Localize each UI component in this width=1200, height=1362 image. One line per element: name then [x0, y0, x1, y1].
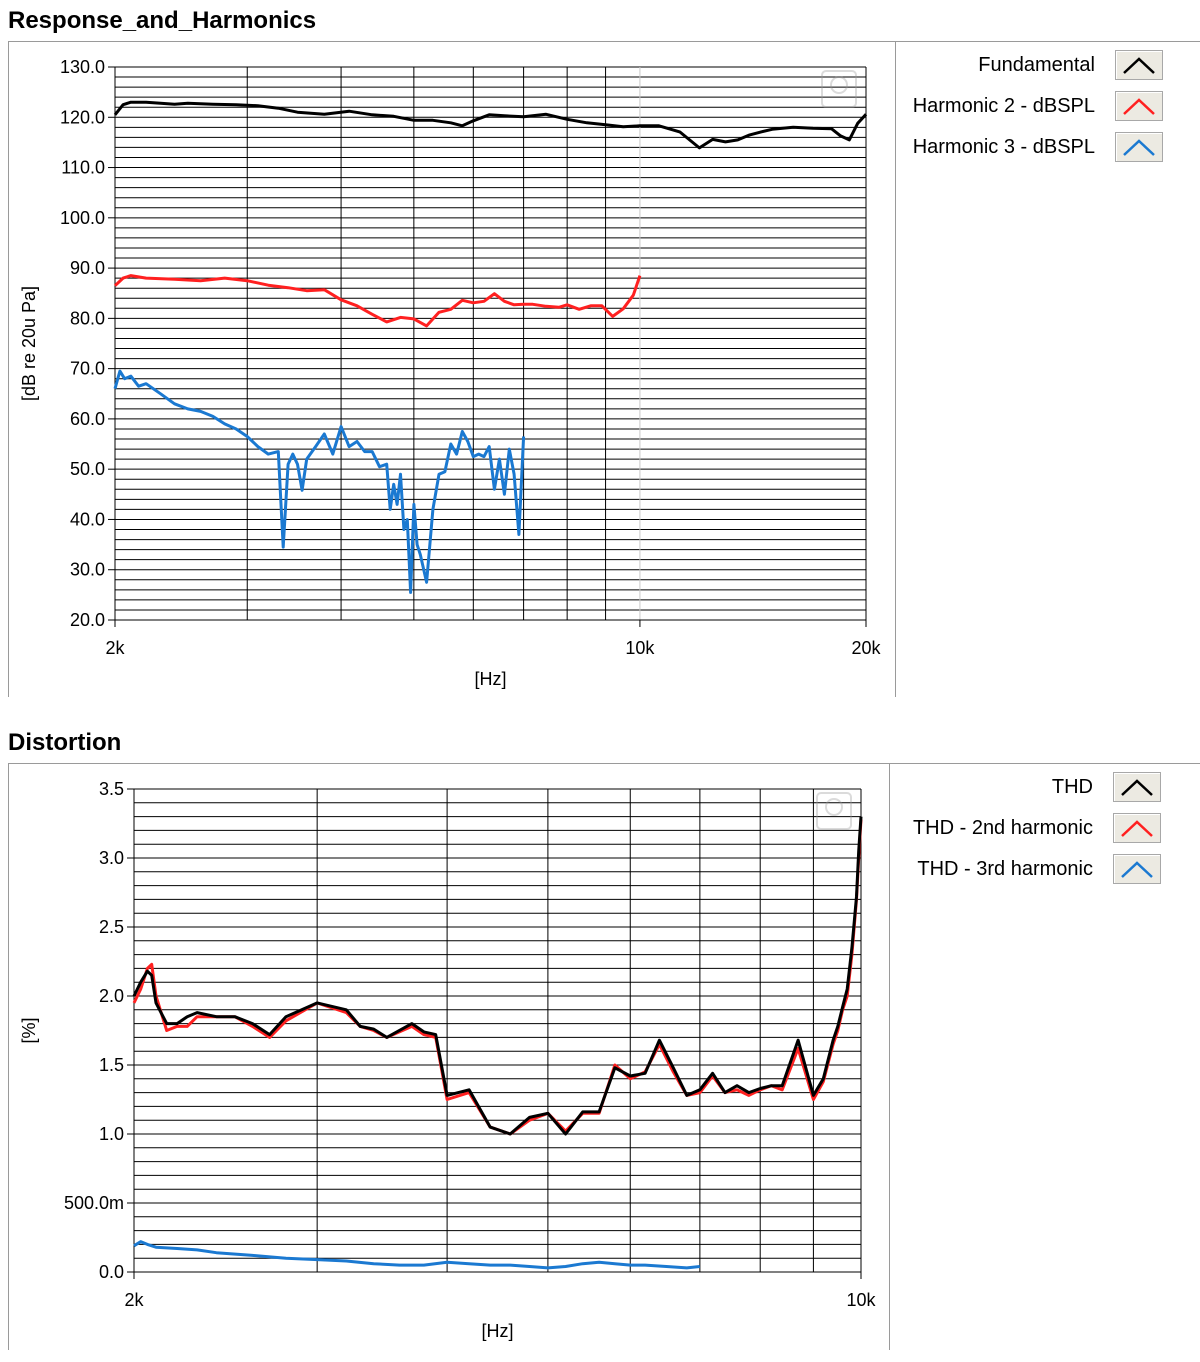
y-tick-label: 60.0 — [70, 409, 105, 429]
y-tick-label: 1.0 — [99, 1124, 124, 1144]
y-tick-label: 3.5 — [99, 779, 124, 799]
x-tick-label: 10k — [625, 638, 655, 658]
legend-item[interactable]: THD - 3rd harmonic — [917, 852, 1161, 886]
series-line-thd — [132, 816, 863, 1136]
legend-swatch-icon[interactable] — [1113, 813, 1161, 843]
y-tick-label: 100.0 — [60, 208, 105, 228]
plot-watermark-icon — [816, 792, 852, 830]
x-tick-label: 10k — [846, 1290, 876, 1310]
plot-background — [134, 789, 861, 1272]
y-tick-label: 500.0m — [64, 1193, 124, 1213]
legend-response: Fundamental Harmonic 2 - dBSPL Harmonic 3 … — [863, 48, 1163, 168]
chart-title-distortion: Distortion — [8, 729, 122, 756]
panel-divider — [8, 41, 1200, 42]
legend-swatch-icon[interactable] — [1115, 50, 1163, 80]
y-tick-label: 1.5 — [99, 1055, 124, 1075]
y-tick-label: 2.5 — [99, 917, 124, 937]
x-axis-label: [Hz] — [481, 1321, 513, 1341]
legend-label: THD - 3rd harmonic — [917, 857, 1093, 880]
y-tick-label: 80.0 — [70, 308, 105, 328]
legend-swatch-icon[interactable] — [1115, 91, 1163, 121]
panel-left-edge — [8, 763, 9, 1350]
chart-title-response: Response_and_Harmonics — [8, 7, 317, 34]
plot-background — [115, 67, 866, 620]
y-tick-label: 120.0 — [60, 107, 105, 127]
y-tick-label: 90.0 — [70, 258, 105, 278]
legend-divider — [895, 41, 896, 697]
x-tick-label: 20k — [851, 638, 881, 658]
y-tick-label: 40.0 — [70, 509, 105, 529]
legend-swatch-icon[interactable] — [1113, 854, 1161, 884]
legend-distortion: THD THD - 2nd harmonic THD - 3rd harmonic — [861, 770, 1161, 890]
series-line-thd-3rd-harmonic — [133, 1240, 701, 1270]
series-line-harmonic-3-dbspl — [113, 369, 526, 594]
legend-swatch-icon[interactable] — [1113, 772, 1161, 802]
legend-label: Harmonic 2 - dBSPL — [912, 94, 1095, 117]
x-tick-label: 2k — [124, 1290, 144, 1310]
y-tick-label: 130.0 — [60, 57, 105, 77]
plot-area-1: 3.5 3.0 2.5 2.0 1.5 1.0 500.0m 0.02k 10k [Hz] [%] — [19, 779, 877, 1341]
legend-item[interactable]: Harmonic 2 - dBSPL — [913, 89, 1163, 123]
legend-item[interactable]: THD — [1052, 770, 1161, 804]
panel-divider — [8, 763, 1200, 764]
legend-item[interactable]: Harmonic 3 - dBSPL — [913, 130, 1163, 164]
legend-label: Fundamental — [978, 53, 1095, 76]
plot-area-0: 130.0 120.0 110.0 100.0 90.0 80.0 70.0 60.0 50.0… — [19, 57, 882, 689]
y-tick-label: 110.0 — [61, 158, 105, 178]
series-line-fundamental — [113, 100, 868, 150]
y-axis-label: [dB re 20u Pa] — [19, 286, 39, 401]
legend-label: THD - 2nd harmonic — [912, 816, 1093, 839]
y-tick-label: 30.0 — [70, 560, 105, 580]
legend-label: Harmonic 3 - dBSPL — [912, 135, 1095, 158]
plot-watermark-icon — [821, 70, 857, 108]
y-tick-label: 3.0 — [99, 848, 124, 868]
x-tick-label: 2k — [105, 638, 125, 658]
y-tick-label: 70.0 — [70, 359, 105, 379]
legend-label: THD — [1051, 775, 1093, 798]
y-tick-label: 50.0 — [70, 459, 105, 479]
series-line-harmonic-2-dbspl — [113, 274, 642, 328]
y-tick-label: 2.0 — [99, 986, 124, 1006]
legend-swatch-icon[interactable] — [1115, 132, 1163, 162]
legend-item[interactable]: THD - 2nd harmonic — [913, 811, 1161, 845]
legend-divider — [889, 763, 890, 1350]
y-axis-label: [%] — [19, 1017, 39, 1043]
y-tick-label: 0.0 — [99, 1262, 124, 1282]
y-tick-label: 20.0 — [70, 610, 105, 630]
x-axis-label: [Hz] — [474, 669, 506, 689]
panel-left-edge — [8, 41, 9, 697]
legend-item[interactable]: Fundamental — [978, 48, 1163, 82]
